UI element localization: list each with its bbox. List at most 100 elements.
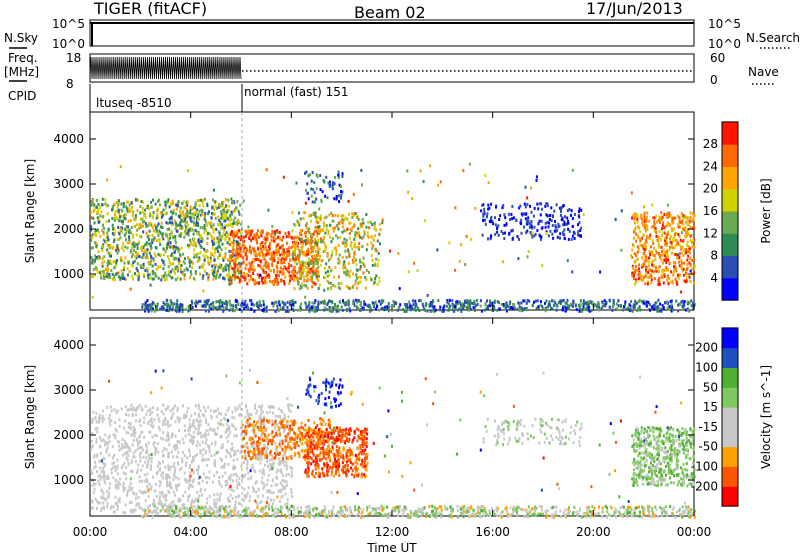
velocity-cell [221, 443, 224, 447]
power-cell [505, 301, 508, 305]
power-cell [222, 200, 225, 204]
power-cell [231, 252, 234, 256]
power-cell [578, 215, 581, 219]
power-cell [331, 219, 334, 223]
power-cell [344, 216, 347, 220]
velocity-cell [238, 476, 241, 480]
velocity-cell [171, 407, 174, 411]
velocity-cell [224, 480, 227, 483]
power-cell [636, 250, 639, 254]
velocity-cell [286, 498, 289, 501]
power-cell [468, 162, 471, 166]
velocity-cell [99, 501, 102, 505]
power-cell [534, 232, 537, 236]
power-cell [296, 219, 299, 223]
power-cell [688, 301, 691, 305]
velocity-cell [125, 430, 128, 434]
power-cell [342, 218, 345, 222]
power-cell [686, 229, 689, 233]
power-cell [157, 276, 160, 280]
power-cell [620, 209, 623, 213]
power-cell [258, 253, 261, 257]
velocity-cell [157, 417, 160, 421]
velocity-cell [113, 510, 116, 514]
power-cell [348, 221, 351, 225]
power-cell [559, 299, 562, 303]
velocity-cell [271, 454, 274, 458]
power-cell [188, 307, 191, 311]
power-cell [201, 238, 204, 242]
power-cell [217, 206, 220, 209]
power-cell [356, 276, 358, 280]
power-cell [518, 237, 520, 241]
power-cell [680, 245, 683, 249]
power-cell [308, 230, 311, 234]
power-cell [140, 200, 143, 203]
velocity-cell [105, 476, 108, 480]
power-cell [203, 197, 206, 201]
power-cell [127, 231, 130, 234]
velocity-cell [186, 456, 189, 460]
power-cell [222, 232, 225, 236]
power-cell [167, 265, 170, 269]
power-cell [365, 269, 368, 273]
power-cell [323, 216, 326, 220]
power-cell [641, 265, 643, 269]
velocity-cell [132, 510, 135, 514]
velocity-cell [235, 434, 238, 438]
power-cell [235, 252, 238, 256]
power-cell [318, 228, 321, 232]
velocity-cell [205, 449, 208, 453]
power-cell [160, 215, 163, 219]
power-cell [448, 298, 451, 302]
power-cell [264, 281, 267, 285]
power-cell [134, 214, 137, 218]
velocity-cell [277, 415, 280, 419]
power-cell [115, 259, 118, 263]
power-cell [374, 247, 377, 251]
power-cell [155, 304, 157, 308]
power-cell [376, 262, 379, 266]
velocity-cell [164, 465, 167, 469]
velocity-cell [141, 408, 144, 412]
velocity-cell [150, 511, 153, 515]
power-cell [580, 226, 583, 230]
power-cell [353, 213, 356, 217]
power-cell [298, 266, 301, 270]
power-cell [211, 246, 214, 250]
power-cell [162, 247, 165, 251]
power-cell [150, 276, 152, 280]
power-cell [124, 217, 127, 221]
velocity-cell [183, 413, 186, 417]
power-cell [187, 229, 190, 233]
power-cell [217, 223, 219, 227]
power-cell [483, 308, 486, 312]
power-cell [276, 273, 279, 277]
velocity-cell [266, 459, 268, 463]
power-cell [312, 257, 315, 261]
power-cell [348, 307, 351, 311]
power-cell [185, 213, 188, 217]
power-cell [415, 304, 418, 308]
power-cell [465, 301, 468, 305]
power-cell [195, 244, 198, 248]
power-cell [310, 267, 313, 271]
velocity-cell [144, 460, 147, 464]
power-cell [312, 261, 315, 265]
power-cell [325, 215, 328, 219]
power-cell [250, 238, 253, 242]
power-cell [645, 240, 648, 244]
power-cell [218, 245, 221, 249]
power-cell [146, 224, 149, 228]
power-cell [317, 215, 320, 219]
power-cell [204, 220, 207, 224]
power-cell [682, 227, 685, 231]
power-cell [352, 260, 354, 264]
power-cell [574, 304, 577, 308]
power-cell [113, 233, 116, 237]
power-cell [107, 228, 110, 232]
power-cell [193, 240, 196, 244]
power-cell [135, 198, 138, 202]
power-cell [412, 307, 415, 311]
velocity-cell [233, 434, 236, 438]
